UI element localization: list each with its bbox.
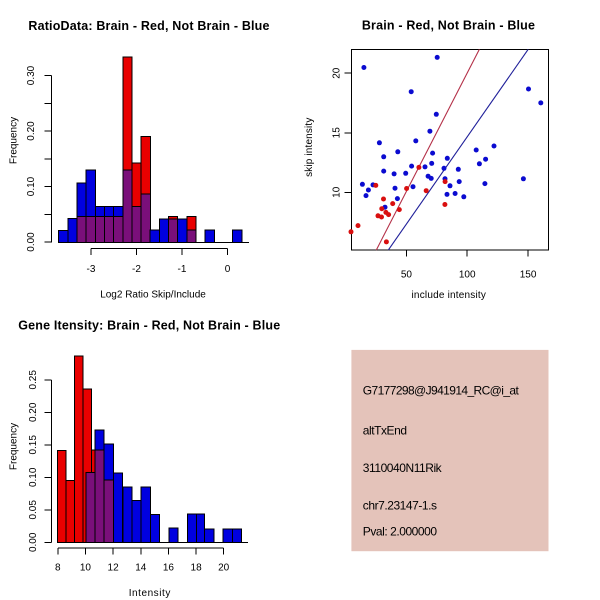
svg-text:8: 8 <box>55 563 61 574</box>
svg-text:150: 150 <box>520 270 537 281</box>
svg-text:RatioData: Brain - Red, Not Br: RatioData: Brain - Red, Not Brain - Blue <box>28 19 269 33</box>
svg-text:0.30: 0.30 <box>26 65 37 85</box>
svg-text:12: 12 <box>108 563 120 574</box>
svg-text:Intensity: Intensity <box>129 588 171 599</box>
svg-text:0.25: 0.25 <box>28 370 39 390</box>
svg-text:-1: -1 <box>178 264 187 275</box>
svg-text:50: 50 <box>401 270 413 281</box>
svg-text:100: 100 <box>459 270 476 281</box>
svg-text:Pval: 2.000000: Pval: 2.000000 <box>363 525 438 539</box>
svg-text:include intensity: include intensity <box>412 290 487 301</box>
svg-text:0.20: 0.20 <box>26 121 37 141</box>
svg-text:16: 16 <box>163 563 175 574</box>
svg-text:chr7.23147-1.s: chr7.23147-1.s <box>363 499 437 513</box>
svg-text:Log2 Ratio Skip/Include: Log2 Ratio Skip/Include <box>100 290 206 301</box>
svg-text:0.10: 0.10 <box>26 176 37 196</box>
svg-text:Frequency: Frequency <box>9 423 20 470</box>
svg-text:20: 20 <box>218 563 230 574</box>
svg-text:0.10: 0.10 <box>28 467 39 487</box>
svg-text:14: 14 <box>135 563 147 574</box>
svg-text:Brain - Red, Not Brain - Blue: Brain - Red, Not Brain - Blue <box>362 19 535 33</box>
svg-text:G7177298@J941914_RC@i_at: G7177298@J941914_RC@i_at <box>363 384 520 398</box>
svg-text:20: 20 <box>332 67 343 79</box>
svg-text:15: 15 <box>332 127 343 139</box>
svg-text:0.05: 0.05 <box>28 500 39 520</box>
svg-text:0: 0 <box>225 264 231 275</box>
svg-text:-3: -3 <box>87 264 96 275</box>
svg-text:0.15: 0.15 <box>28 435 39 455</box>
svg-text:-2: -2 <box>132 264 141 275</box>
svg-text:18: 18 <box>191 563 203 574</box>
svg-text:altTxEnd: altTxEnd <box>363 424 407 438</box>
svg-text:Gene Itensity: Brain - Red, No: Gene Itensity: Brain - Red, Not Brain - … <box>18 319 280 333</box>
svg-text:0.00: 0.00 <box>26 232 37 252</box>
svg-text:10: 10 <box>332 186 343 198</box>
svg-text:0.20: 0.20 <box>28 402 39 422</box>
svg-text:0.00: 0.00 <box>28 532 39 552</box>
svg-text:10: 10 <box>80 563 92 574</box>
svg-text:Frequency: Frequency <box>9 117 20 164</box>
svg-text:skip intensity: skip intensity <box>304 118 315 177</box>
svg-text:3110040N11Rik: 3110040N11Rik <box>363 461 443 475</box>
